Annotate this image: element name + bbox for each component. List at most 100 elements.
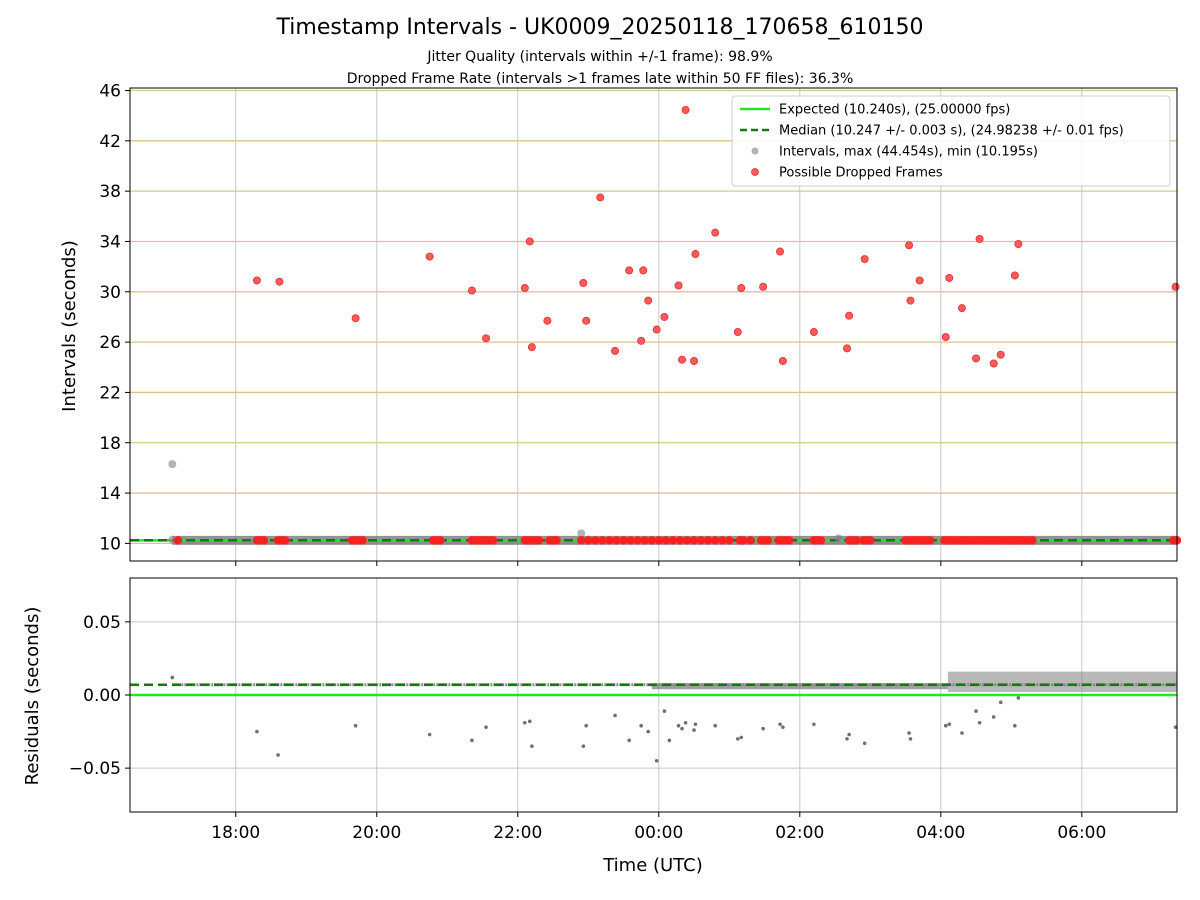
dropped-frame-point [725, 536, 734, 545]
dropped-frame-point [661, 536, 671, 545]
legend-dropped-swatch [751, 168, 759, 176]
legend-entry: Possible Dropped Frames [779, 166, 943, 181]
dropped-frame-point [816, 536, 826, 545]
dropped-frame-point [975, 234, 984, 243]
dropped-frame-point [915, 276, 924, 285]
dropped-frame-point [689, 536, 699, 545]
legend-entry: Median (10.247 +/- 0.003 s), (24.98238 +… [779, 124, 1124, 139]
jitter-quality-subtitle: Jitter Quality (intervals within +/-1 fr… [427, 49, 773, 65]
residual-point [427, 732, 432, 737]
dropped-frame-point [637, 336, 646, 345]
dropped-frame-point [746, 536, 755, 545]
dropped-frame-point [718, 536, 727, 545]
residual-point [977, 720, 982, 725]
dropped-frame-point [654, 536, 663, 545]
dropped-frame-point [534, 536, 544, 545]
residual-point [1016, 696, 1021, 700]
x-tick-label: 04:00 [916, 823, 965, 843]
y-tick-label: 10 [99, 534, 121, 554]
residual-point [584, 723, 588, 728]
residual-point [1013, 723, 1017, 728]
dropped-frame-point [652, 325, 661, 334]
dropped-frame-point [619, 536, 628, 545]
intervals-panel: 10 14 18 22 26 30 34 38 42 46 Expected (10.240s), … [99, 82, 1182, 566]
residual-point [761, 726, 765, 731]
dropped-frame-point [351, 314, 360, 323]
dropped-frame-point [996, 350, 1005, 359]
dropped-frame-point [737, 284, 746, 293]
dropped-frame-point [252, 276, 261, 285]
dropped-frame-point [675, 536, 685, 545]
residual-point [943, 723, 948, 728]
legend-box [731, 95, 1171, 187]
residual-point [654, 759, 659, 763]
residual-point [484, 725, 488, 729]
dropped-frame-point [972, 354, 981, 363]
time-x-axis-label: Time (UTC) [602, 855, 703, 876]
residual-point [862, 741, 867, 746]
y-tick-label: −0.05 [69, 759, 121, 779]
dropped-frame-point [467, 286, 476, 295]
dropped-frame-point [577, 536, 586, 545]
residual-point [845, 737, 849, 741]
dropped-frame-point [425, 252, 434, 261]
dropped-frame-point [711, 228, 720, 237]
y-tick-label: 38 [99, 182, 121, 202]
interval-point [577, 529, 586, 538]
dropped-frame-point [1014, 239, 1023, 248]
x-tick-label: 00:00 [634, 823, 683, 843]
dropped-frame-point [710, 536, 720, 545]
dropped-frame-point [436, 536, 445, 545]
dropped-frame-point [644, 296, 653, 305]
interval-point [834, 534, 843, 543]
dropped-frame-point [543, 316, 552, 325]
residual-point [908, 737, 913, 741]
dropped-frame-point [691, 250, 700, 259]
dropped-frame-point [941, 333, 950, 342]
residual-point [778, 722, 782, 727]
dropped-frame-point [591, 536, 600, 545]
dropped-frame-point [776, 247, 785, 256]
residual-point [960, 731, 964, 735]
residual-point [627, 738, 631, 743]
y-tick-label: 46 [99, 82, 121, 102]
dropped-frame-point [275, 277, 284, 286]
page-title: Timestamp Intervals - UK0009_20250118_17… [276, 15, 924, 40]
residual-point [255, 729, 259, 734]
dropped-frame-point [525, 237, 534, 246]
residual-point [947, 722, 952, 727]
dropped-frame-point [926, 536, 935, 545]
residuals-axes-frame [129, 577, 1178, 813]
residual-point [847, 732, 851, 737]
residual-point [812, 722, 816, 727]
dropped-frame-point [605, 536, 614, 545]
dropped-frame-point [611, 346, 620, 355]
residual-point [353, 723, 358, 728]
y-tick-label: 14 [99, 484, 121, 504]
dropped-frame-point [668, 536, 678, 545]
residual-point [693, 722, 698, 727]
dropped-frame-point [785, 536, 794, 545]
y-tick-label: 26 [99, 333, 121, 353]
dropped-frame-point [690, 356, 699, 365]
residual-point [907, 731, 911, 735]
dropped-frame-point [633, 536, 642, 545]
dropped-frame-point [989, 359, 998, 368]
residuals-panel: 0.05 0.00 −0.05 18:00 20:00 22:00 00:00 02:00 04… [69, 577, 1178, 843]
residual-points-band [947, 671, 1177, 693]
dropped-frame-point [584, 536, 593, 545]
residual-point [470, 738, 474, 743]
residual-point [683, 720, 688, 725]
dropped-frame-point [739, 536, 748, 545]
dropped-frame-point [527, 343, 536, 352]
dropped-frame-point [678, 355, 687, 364]
residual-point [667, 738, 672, 743]
residual-point [713, 723, 717, 728]
dropped-frame-point [612, 536, 621, 545]
x-tick-label: 06:00 [1057, 823, 1106, 843]
x-tick-label: 18:00 [211, 823, 260, 843]
residual-point [991, 715, 996, 719]
dropped-frame-point [703, 536, 713, 545]
legend-intervals-swatch [751, 147, 759, 155]
